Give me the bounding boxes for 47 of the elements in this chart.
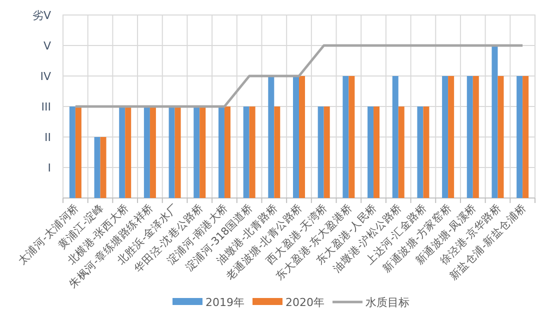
bar bbox=[168, 106, 175, 198]
bar bbox=[472, 76, 479, 198]
bar bbox=[516, 76, 523, 198]
bar bbox=[100, 137, 106, 198]
bar bbox=[243, 106, 250, 198]
text: III bbox=[41, 100, 51, 114]
bar bbox=[218, 106, 224, 198]
bar bbox=[398, 106, 404, 198]
text: 劣V bbox=[32, 9, 52, 22]
bar bbox=[374, 106, 380, 198]
text: II bbox=[44, 131, 51, 144]
bar bbox=[498, 76, 504, 198]
bar bbox=[268, 76, 274, 198]
bar bbox=[69, 106, 76, 198]
bar bbox=[324, 106, 330, 198]
bar bbox=[417, 106, 424, 198]
bar bbox=[448, 76, 454, 198]
bar bbox=[442, 76, 448, 198]
bar bbox=[299, 76, 305, 198]
bar bbox=[150, 106, 156, 198]
bar bbox=[224, 106, 230, 198]
bar bbox=[368, 106, 374, 198]
text: IV bbox=[40, 70, 52, 83]
bar bbox=[392, 76, 398, 198]
bar bbox=[249, 106, 256, 198]
bar bbox=[293, 76, 299, 198]
bar bbox=[522, 76, 529, 198]
bar bbox=[466, 76, 473, 198]
legend-label: 水质目标 bbox=[366, 296, 410, 309]
bar bbox=[423, 106, 430, 198]
bar bbox=[200, 106, 206, 198]
legend-label: 2020年 bbox=[286, 296, 324, 309]
bar bbox=[119, 106, 126, 198]
bar bbox=[94, 137, 100, 198]
bar bbox=[274, 106, 280, 198]
bar bbox=[125, 106, 132, 198]
bar bbox=[318, 106, 324, 198]
bar bbox=[492, 46, 498, 198]
bar bbox=[75, 106, 82, 198]
bar bbox=[144, 106, 150, 198]
bar bbox=[174, 106, 181, 198]
bar bbox=[348, 76, 355, 198]
text: I bbox=[48, 162, 51, 174]
text: V bbox=[43, 40, 52, 52]
legend-label: 2019年 bbox=[206, 296, 244, 309]
bar bbox=[342, 76, 349, 198]
bar bbox=[194, 106, 200, 198]
